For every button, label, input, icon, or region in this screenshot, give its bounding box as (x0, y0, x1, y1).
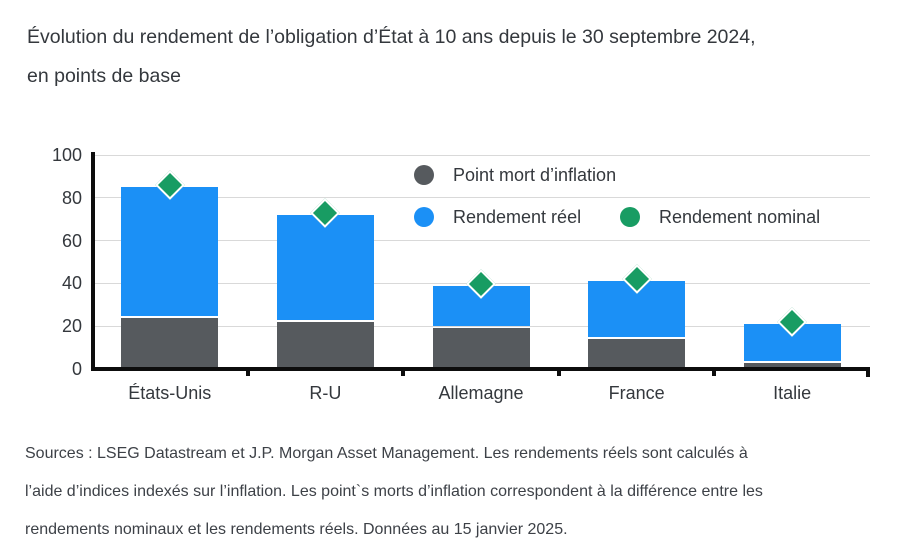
source-note-line-3: rendements nominaux et les rendements ré… (25, 521, 568, 538)
y-tick-label: 0 (71, 359, 82, 379)
bar-breakeven-segment (588, 339, 686, 369)
chart-title-line-2: en points de base (27, 65, 181, 87)
y-tick-label: 100 (51, 145, 82, 165)
y-tick-label: 40 (61, 273, 82, 294)
gridline (95, 240, 870, 242)
source-note-line-2: l’aide d’indices indexés sur l’inflation… (25, 483, 763, 500)
y-tick-label: 20 (61, 316, 82, 337)
bar-breakeven-segment (743, 362, 841, 369)
bar-breakeven-segment (432, 328, 530, 369)
y-tick-label: 60 (61, 230, 82, 251)
legend-label: Rendement nominal (659, 207, 821, 227)
axis-end-tick (866, 367, 870, 377)
x-tick-label: Allemagne (438, 383, 524, 403)
legend-swatch-circle (620, 207, 640, 227)
y-axis-line (91, 152, 95, 371)
chart-title-line-1: Évolution du rendement de l’obligation d… (27, 26, 756, 48)
legend-item: Rendement réel (414, 206, 581, 228)
x-tick-label: États-Unis (128, 383, 212, 403)
legend-swatch-circle (414, 165, 434, 185)
legend-swatch-circle (414, 207, 434, 227)
x-axis-line (91, 367, 870, 371)
x-tick-label: Italie (773, 383, 812, 403)
gridline (95, 154, 870, 156)
x-tick-label: France (608, 383, 665, 403)
x-tick-mark (401, 367, 406, 376)
bar-breakeven-segment (121, 317, 219, 369)
x-tick-label: R-U (309, 383, 342, 403)
gridline (95, 197, 870, 199)
source-note-line-1: Sources : LSEG Datastream et J.P. Morgan… (25, 445, 748, 462)
legend-label: Rendement réel (453, 207, 582, 227)
x-tick-mark (712, 367, 717, 376)
x-tick-mark (245, 367, 250, 376)
legend-item: Rendement nominal (620, 206, 820, 228)
bar-real-segment (121, 187, 219, 316)
y-tick-label: 80 (61, 187, 82, 208)
legend-label: Point mort d’inflation (453, 165, 617, 185)
legend-item: Point mort d’inflation (414, 164, 616, 186)
bar-breakeven-segment (276, 321, 374, 369)
x-tick-mark (556, 367, 561, 376)
bar-real-segment (276, 214, 374, 320)
